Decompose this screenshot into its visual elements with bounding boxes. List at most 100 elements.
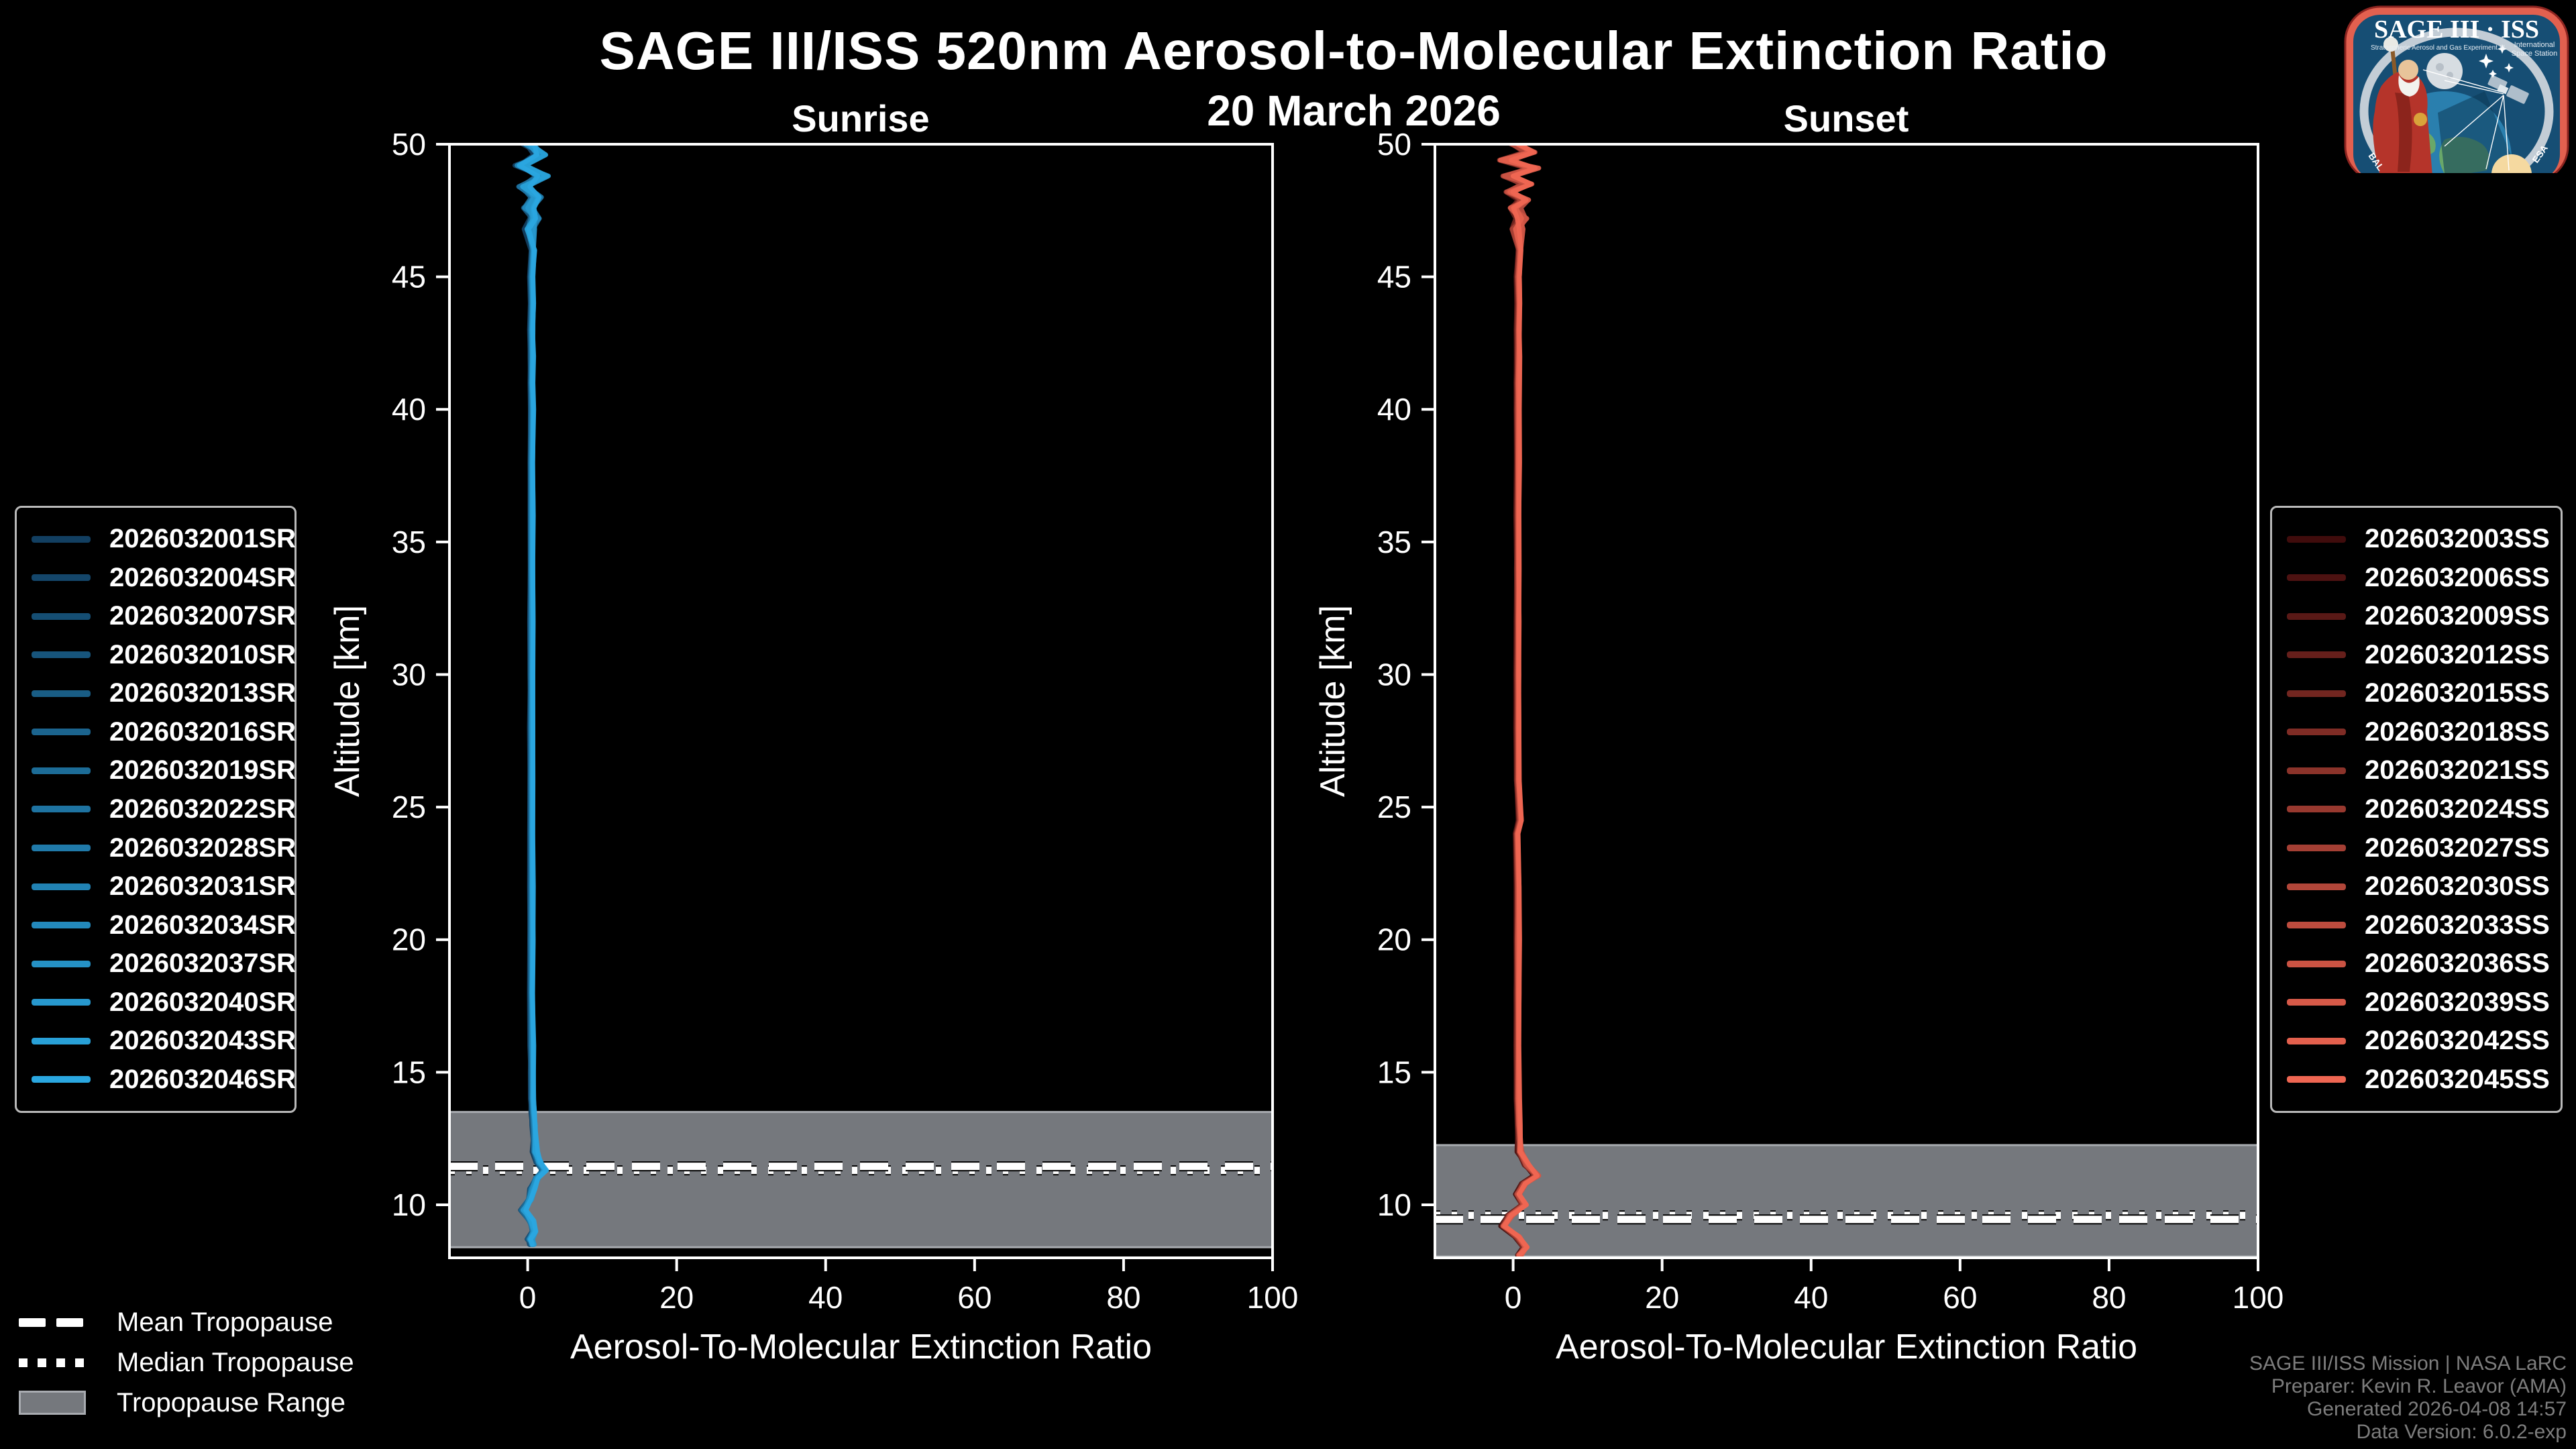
legend-line-swatch	[32, 767, 91, 774]
legend-line-swatch	[2287, 651, 2346, 659]
x-axis-label: Aerosol-To-Molecular Extinction Ratio	[1556, 1328, 2137, 1366]
y-tick-label: 25	[1377, 790, 1411, 824]
x-tick-label: 40	[808, 1280, 843, 1315]
legend-line-swatch	[2287, 574, 2346, 582]
legend-line-swatch	[32, 690, 91, 697]
x-tick-label: 60	[1943, 1280, 1977, 1315]
y-tick-label: 10	[392, 1187, 426, 1222]
dotted-line-swatch	[19, 1358, 94, 1367]
legend-line-swatch	[32, 845, 91, 851]
legend-line-swatch	[2287, 883, 2346, 890]
y-tick-label: 40	[392, 392, 426, 427]
legend-event-label: 2026032015SS	[2365, 678, 2550, 708]
y-tick-label: 25	[392, 790, 426, 824]
sunset-panel-title: Sunset	[1783, 97, 1909, 140]
legend-item: 2026032036SS	[2287, 945, 2550, 983]
y-tick-label: 40	[1377, 392, 1411, 427]
legend-event-label: 2026032042SS	[2365, 1026, 2550, 1056]
x-tick-label: 60	[957, 1280, 991, 1315]
legend-event-label: 2026032004SR	[109, 562, 297, 592]
tropopause-range-legend-item: Tropopause Range	[19, 1387, 354, 1418]
logo-iss	[2487, 74, 2529, 104]
legend-event-label: 2026032007SR	[109, 601, 297, 631]
legend-line-swatch	[2287, 1037, 2346, 1044]
legend-item: 2026032019SR	[32, 751, 296, 790]
plot-frame	[1434, 143, 2259, 1259]
legend-item: 2026032027SS	[2287, 829, 2550, 867]
y-tick-label: 15	[392, 1055, 426, 1089]
legend-item: 2026032001SR	[32, 520, 296, 558]
x-tick-label: 0	[519, 1280, 537, 1315]
legend-line-swatch	[32, 612, 91, 620]
legend-line-swatch	[32, 1037, 91, 1044]
legend-item: 2026032028SR	[32, 829, 296, 867]
dashed-line-swatch	[19, 1318, 94, 1327]
legend-event-label: 2026032022SR	[109, 794, 297, 824]
legend-event-label: 2026032043SR	[109, 1026, 297, 1056]
legend-event-label: 2026032013SR	[109, 678, 297, 708]
logo-subtitle-right-1: International	[2514, 41, 2555, 49]
y-tick-label: 45	[1377, 260, 1411, 294]
credit-data-version: Data Version: 6.0.2-exp	[2356, 1421, 2567, 1443]
legend-line-swatch	[32, 806, 91, 813]
legend-line-swatch	[2287, 690, 2346, 697]
logo-title: SAGE III · ISS	[2374, 15, 2539, 44]
legend-item: 2026032037SR	[32, 945, 296, 983]
x-tick-label: 0	[1505, 1280, 1522, 1315]
y-tick-label: 30	[1377, 657, 1411, 692]
credit-preparer: Preparer: Kevin R. Leavor (AMA)	[2271, 1375, 2567, 1397]
legend-event-label: 2026032012SS	[2365, 639, 2550, 669]
x-tick-label: 100	[1247, 1280, 1299, 1315]
legend-event-label: 2026032003SS	[2365, 524, 2550, 553]
legend-item: 2026032012SS	[2287, 636, 2550, 674]
legend-item: 2026032031SR	[32, 867, 296, 906]
sunrise-event-legend: 2026032001SR 2026032004SR 2026032007SR 2026…	[15, 506, 297, 1113]
legend-line-swatch	[32, 922, 91, 929]
legend-item: 2026032040SR	[32, 983, 296, 1022]
logo-subtitle-left: Stratospheric Aerosol and Gas Experiment…	[2371, 44, 2505, 52]
legend-item: 2026032022SR	[32, 790, 296, 828]
legend-item: 2026032016SR	[32, 713, 296, 751]
legend-event-label: 2026032018SS	[2365, 716, 2550, 747]
x-tick-label: 40	[1794, 1280, 1828, 1315]
legend-item: 2026032042SS	[2287, 1022, 2550, 1060]
legend-line-swatch	[2287, 767, 2346, 774]
legend-item: 2026032015SS	[2287, 674, 2550, 712]
legend-event-label: 2026032009SS	[2365, 601, 2550, 631]
legend-item: 2026032024SS	[2287, 790, 2550, 828]
x-tick-label: 20	[1645, 1280, 1679, 1315]
y-axis-label: Altitude [km]	[1313, 605, 1352, 797]
legend-line-swatch	[32, 960, 91, 967]
x-tick-label: 80	[1106, 1280, 1140, 1315]
legend-item: 2026032003SS	[2287, 520, 2550, 558]
sunrise-panel-title: Sunrise	[792, 97, 930, 140]
credit-generated: Generated 2026-04-08 14:57	[2307, 1398, 2567, 1420]
y-tick-label: 50	[392, 127, 426, 162]
x-tick-label: 100	[2233, 1280, 2284, 1315]
event-profile-line	[517, 144, 549, 1247]
median-tropopause-label: Median Tropopause	[117, 1347, 354, 1377]
legend-event-label: 2026032027SS	[2365, 833, 2550, 863]
y-tick-label: 10	[1377, 1187, 1411, 1222]
y-tick-label: 20	[1377, 922, 1411, 957]
tropopause-legend: Mean Tropopause Median Tropopause Tropop…	[19, 1307, 354, 1418]
legend-line-swatch	[2287, 999, 2346, 1006]
legend-line-swatch	[32, 574, 91, 582]
logo-moon	[2426, 53, 2463, 89]
legend-event-label: 2026032034SR	[109, 910, 297, 940]
tropopause-range-label: Tropopause Range	[117, 1387, 345, 1417]
y-tick-label: 35	[1377, 525, 1411, 559]
legend-line-swatch	[32, 729, 91, 736]
legend-event-label: 2026032039SS	[2365, 987, 2550, 1017]
x-axis-label: Aerosol-To-Molecular Extinction Ratio	[570, 1328, 1152, 1366]
y-tick-label: 15	[1377, 1055, 1411, 1089]
tropopause-range-band	[1435, 1145, 2258, 1257]
panel-sunrise: 0 20 40 60 80 100 10 15 20 25 30 35 40 45 50 Aerosol-To…	[328, 127, 1298, 1366]
legend-item: 2026032033SS	[2287, 906, 2550, 945]
legend-item: 2026032007SR	[32, 597, 296, 635]
legend-item: 2026032018SS	[2287, 713, 2550, 751]
page-title: SAGE III/ISS 520nm Aerosol-to-Molecular …	[599, 21, 2108, 80]
legend-event-label: 2026032046SR	[109, 1064, 297, 1094]
legend-item: 2026032004SR	[32, 559, 296, 597]
legend-event-label: 2026032028SR	[109, 833, 297, 863]
